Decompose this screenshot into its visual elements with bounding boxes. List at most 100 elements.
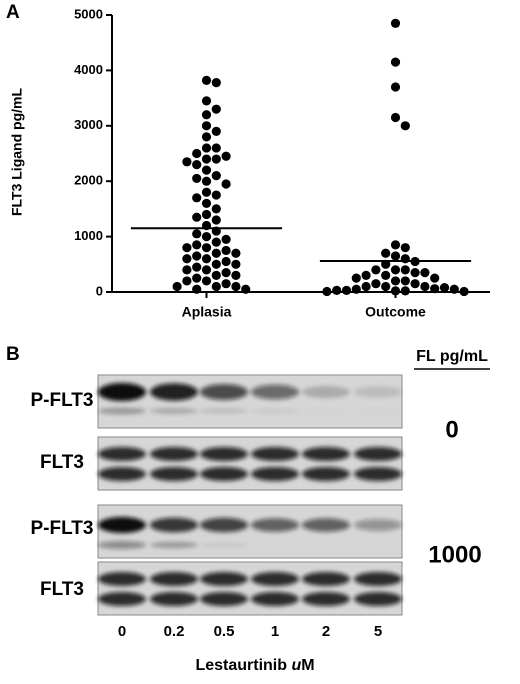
data-point: [430, 284, 440, 294]
data-point: [400, 243, 410, 253]
data-point: [221, 256, 231, 267]
lane-label: 5: [374, 623, 382, 640]
data-point: [211, 237, 221, 247]
data-point: [351, 273, 361, 283]
blot-band: [302, 447, 350, 461]
data-point: [211, 204, 221, 214]
y-tick-label: 2000: [74, 173, 103, 188]
panel-label: A: [6, 2, 20, 23]
data-point: [192, 240, 202, 250]
data-point: [351, 284, 361, 294]
blot-band: [150, 407, 198, 415]
data-point: [390, 112, 401, 123]
data-point: [410, 268, 420, 278]
data-point: [231, 270, 241, 280]
x-tick-label: Aplasia: [182, 304, 232, 320]
data-point: [381, 270, 391, 280]
data-point: [201, 75, 212, 85]
data-point: [221, 179, 231, 189]
data-point: [201, 132, 212, 142]
blot-band: [251, 518, 299, 532]
data-point: [390, 240, 401, 250]
data-point: [201, 209, 212, 220]
blot-band: [251, 408, 299, 414]
y-tick-label: 4000: [74, 62, 103, 77]
data-point: [381, 281, 391, 292]
data-point: [201, 243, 212, 253]
data-point: [201, 254, 212, 264]
data-point: [221, 151, 231, 161]
data-point: [192, 273, 202, 283]
data-point: [172, 281, 182, 292]
data-point: [201, 232, 212, 242]
blot-band: [354, 572, 402, 586]
data-point: [381, 248, 391, 258]
data-point: [201, 110, 212, 120]
data-point: [381, 259, 391, 269]
data-point: [201, 154, 212, 164]
data-point: [211, 143, 221, 153]
data-point: [182, 254, 192, 264]
blot-band: [150, 592, 198, 606]
blot-band: [302, 409, 350, 414]
dose-label: 1000: [428, 541, 481, 568]
row-label: P-FLT3: [31, 390, 94, 411]
blot-box: [97, 436, 403, 491]
data-point: [390, 18, 401, 28]
data-point: [211, 104, 221, 114]
panel-label: B: [6, 344, 20, 365]
data-point: [221, 279, 231, 289]
data-point: [332, 285, 342, 295]
data-point: [211, 215, 221, 225]
y-tick-label: 1000: [74, 228, 103, 243]
data-point: [211, 171, 221, 181]
data-point: [371, 265, 381, 275]
lane-label: 0.5: [214, 623, 235, 640]
blot-band: [200, 384, 248, 400]
data-point: [361, 281, 371, 292]
data-point: [400, 254, 410, 264]
lane-label: 2: [322, 623, 330, 640]
data-point: [449, 284, 459, 294]
blot-box: [97, 374, 403, 429]
data-point: [201, 143, 212, 153]
data-point: [410, 279, 420, 289]
data-point: [400, 276, 410, 286]
data-point: [192, 159, 202, 170]
blot-band: [98, 592, 146, 606]
data-point: [201, 187, 212, 197]
data-point: [390, 286, 401, 296]
data-point: [390, 82, 401, 92]
x-axis-label: Lestaurtinib uM: [195, 657, 314, 674]
data-point: [192, 148, 202, 159]
blot-band: [98, 572, 146, 586]
blot-band: [302, 385, 350, 399]
data-point: [211, 248, 221, 258]
data-point: [211, 77, 221, 88]
data-point: [182, 276, 192, 286]
blot-band: [150, 383, 198, 401]
blot-band: [150, 572, 198, 586]
data-point: [201, 165, 212, 175]
data-point: [211, 154, 221, 164]
data-point: [231, 248, 241, 258]
blot-band: [150, 467, 198, 481]
data-point: [221, 234, 231, 244]
data-point: [390, 265, 401, 275]
blot-band: [200, 542, 248, 548]
data-point: [400, 265, 410, 275]
y-tick-label: 3000: [74, 117, 103, 132]
dose-label: 0: [445, 416, 458, 443]
blot-band: [302, 467, 350, 481]
blot-band: [251, 467, 299, 481]
data-point: [400, 286, 410, 296]
data-point: [201, 198, 212, 208]
blot-band: [98, 407, 146, 415]
data-point: [201, 265, 212, 275]
blot-band: [354, 519, 402, 531]
blot-band: [200, 467, 248, 481]
data-point: [231, 259, 241, 269]
blot-band: [150, 517, 198, 533]
blot-band: [200, 408, 248, 414]
data-point: [430, 273, 440, 283]
